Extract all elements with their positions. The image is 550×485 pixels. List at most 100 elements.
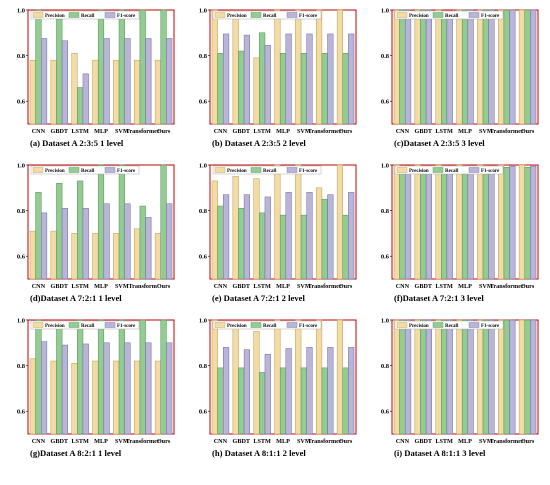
x-tick-label: MLP [458, 283, 472, 288]
y-tick-label: 0.8 [381, 363, 390, 370]
legend: Precision Recall F1-score [212, 320, 322, 330]
bar-precision [456, 164, 463, 280]
bar-chart: 0.6 0.8 1.0 CNN GBDT LSTM MLP SVMTransformerOur… [17, 318, 175, 445]
bar-precision [154, 360, 162, 435]
bar-precision [232, 176, 239, 280]
bar-recall [77, 319, 84, 435]
x-tick-label: Ours [521, 283, 535, 288]
bar-f1-score [145, 342, 152, 435]
bar-precision [71, 363, 78, 435]
bar-recall [300, 367, 307, 435]
y-tick-label: 0.6 [381, 99, 390, 106]
bar-f1-score [327, 194, 334, 280]
bar-recall [321, 367, 328, 435]
legend-box [212, 320, 322, 330]
legend-swatch [250, 12, 262, 18]
bar-precision [518, 319, 526, 435]
x-tick-label: LSTM [71, 438, 89, 443]
panel-caption: (f)Dataset A 7:2:1 3 level [394, 293, 484, 303]
y-tick-label: 1.0 [17, 163, 25, 170]
bar-f1-score [425, 9, 432, 125]
bar-chart: 0.6 0.8 1.0 CNN GBDT LSTM MLP SVMTransformerOur… [199, 8, 357, 135]
legend-swatch [468, 12, 480, 18]
bar-precision [435, 319, 442, 435]
bar-precision [477, 9, 484, 125]
y-tick-label: 1.0 [17, 8, 25, 15]
legend-swatch [432, 12, 444, 18]
bar-f1-score [124, 203, 131, 280]
bar-f1-score [306, 192, 313, 280]
bar-f1-score [103, 203, 110, 280]
bar-f1-score [166, 38, 173, 125]
chart-panel: 0.6 0.8 1.0 CNN GBDT LSTM MLP SVM Transformer Our… [190, 5, 360, 157]
bar-f1-score [530, 319, 537, 435]
legend-label: Recall [263, 14, 277, 19]
bar-recall [342, 367, 349, 435]
bar-recall [399, 9, 406, 125]
x-tick-label: SVM [297, 128, 311, 133]
legend-swatch [104, 167, 116, 173]
bar-f1-score [348, 33, 355, 125]
x-tick-label: GBDT [233, 283, 251, 288]
bar-precision [498, 9, 505, 125]
legend-label: Precision [227, 14, 247, 19]
bar-recall [524, 9, 531, 125]
x-tick-label: Ours [521, 128, 535, 133]
x-tick-label: GBDT [415, 128, 433, 133]
bar-f1-score [145, 217, 152, 280]
x-tick-label: Transformer [126, 128, 160, 133]
x-tick-label: CNN [214, 128, 228, 133]
bar-recall [35, 192, 42, 280]
bar-precision [274, 319, 281, 435]
bar-precision [50, 360, 57, 435]
bar-f1-score [467, 9, 474, 125]
legend-swatch [104, 12, 116, 18]
bar-recall [35, 9, 42, 125]
bar-f1-score [446, 319, 453, 435]
bar-recall [259, 372, 266, 435]
bar-precision [316, 319, 323, 435]
legend-swatch [286, 322, 298, 328]
x-tick-label: Ours [157, 128, 171, 133]
bar-f1-score [61, 344, 68, 435]
y-tick-label: 1.0 [199, 318, 207, 325]
legend-swatch [68, 167, 80, 173]
x-tick-label: GBDT [51, 128, 69, 133]
y-tick-label: 1.0 [199, 163, 207, 170]
bar-precision [295, 164, 302, 280]
bar-f1-score [124, 342, 131, 435]
x-tick-label: SVM [479, 128, 493, 133]
panel-caption: (d)Dataset A 7:2:1 1 level [30, 293, 122, 303]
y-tick-label: 0.8 [199, 53, 208, 60]
bar-recall [217, 367, 224, 435]
x-tick-label: LSTM [71, 128, 89, 133]
x-tick-label: Ours [339, 128, 353, 133]
bar-f1-score [404, 319, 412, 435]
bar-recall [259, 212, 266, 280]
bar-precision [274, 9, 281, 125]
x-tick-label: CNN [214, 283, 228, 288]
bar-precision [154, 233, 162, 280]
bar-f1-score [285, 33, 292, 125]
x-tick-label: MLP [276, 128, 290, 133]
bar-f1-score [509, 319, 516, 435]
panel-caption: (b) Dataset A 2:3:5 2 level [212, 138, 306, 148]
bar-chart: 0.6 0.8 1.0 CNN GBDT LSTM MLP SVM Transform Ours P… [17, 163, 175, 290]
legend-box [394, 10, 504, 20]
bar-precision [29, 59, 36, 125]
legend-label: Recall [263, 169, 277, 174]
x-tick-label: Ours [339, 283, 353, 288]
bar-precision [232, 16, 239, 125]
bar-precision [498, 319, 505, 435]
bar-recall [160, 164, 167, 280]
x-tick-label: CNN [396, 283, 410, 288]
x-tick-label: MLP [458, 128, 472, 133]
bar-precision [71, 53, 78, 125]
x-tick-label: MLP [94, 283, 108, 288]
legend-label: Precision [409, 324, 429, 329]
legend-box [30, 320, 140, 330]
x-tick-label: SVM [115, 128, 129, 133]
bar-recall [503, 319, 510, 435]
bar-recall [524, 319, 531, 435]
bar-recall [461, 167, 469, 280]
